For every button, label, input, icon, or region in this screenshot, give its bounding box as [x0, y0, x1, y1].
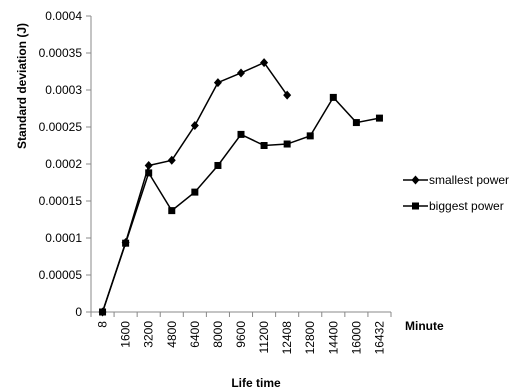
- chart-series: [98, 58, 383, 317]
- y-tick-label: 0.00035: [39, 46, 83, 60]
- y-axis-title: Standard deviation (J): [15, 23, 29, 149]
- x-tick-label: 12408: [280, 321, 294, 355]
- data-point: [329, 93, 337, 101]
- legend-label: biggest power: [429, 199, 504, 213]
- data-point: [306, 132, 314, 140]
- y-tick-label: 0.0001: [45, 231, 82, 245]
- x-axis-unit-label: Minute: [405, 319, 444, 333]
- data-point: [283, 90, 292, 100]
- y-tick-labels: 0 0.00005 0.0001 0.00015 0.0002 0.00025 0.0003…: [39, 9, 91, 319]
- y-tick-label: 0.00015: [39, 194, 83, 208]
- x-tick-label: 14400: [326, 321, 340, 355]
- data-point: [375, 114, 383, 122]
- series-smallest-power: [98, 58, 292, 317]
- x-tick-label: 1600: [119, 321, 133, 348]
- x-tick-label: 3200: [142, 321, 156, 348]
- data-point: [214, 161, 222, 169]
- data-point: [98, 307, 107, 317]
- data-point: [411, 175, 420, 185]
- x-tick-label: 4800: [165, 321, 179, 348]
- data-point: [352, 119, 360, 127]
- y-tick-label: 0.0003: [45, 83, 82, 97]
- data-point: [121, 237, 130, 247]
- series-line: [101, 96, 380, 313]
- data-point: [190, 121, 199, 131]
- data-point: [144, 160, 153, 170]
- x-tick-label: 16000: [349, 321, 363, 355]
- series-line: [101, 61, 288, 313]
- y-tick-label: 0.0004: [45, 9, 82, 23]
- x-axis-title: Life time: [231, 376, 281, 390]
- x-tick-label: 8000: [211, 321, 225, 348]
- y-tick-label: 0: [75, 305, 82, 319]
- data-point: [237, 130, 245, 138]
- legend-item: smallest power: [403, 173, 509, 187]
- legend-label: smallest power: [429, 173, 509, 187]
- y-tick-label: 0.0002: [45, 157, 82, 171]
- data-point: [237, 68, 245, 78]
- y-tick-label: 0.00005: [39, 268, 83, 282]
- x-tick-label: 8: [96, 321, 110, 328]
- data-point: [145, 169, 153, 177]
- data-point: [412, 202, 419, 210]
- chart-axes: [90, 16, 391, 313]
- x-tick-label: 11200: [257, 321, 271, 354]
- data-point: [283, 140, 291, 148]
- x-tick-label: 16432: [372, 321, 386, 355]
- chart-legend: smallest power biggest power: [403, 173, 509, 213]
- x-tick-label: 12800: [303, 321, 317, 355]
- data-point: [167, 155, 176, 165]
- x-tick-label: 9600: [234, 321, 248, 348]
- data-point: [168, 207, 176, 215]
- x-tick-label: 6400: [188, 321, 202, 348]
- data-point: [213, 78, 222, 88]
- x-tick-labels: 8 1600 3200 4800 6400 8000 9600 11200 12408 12800…: [90, 312, 392, 355]
- data-point: [260, 58, 269, 68]
- data-point: [260, 142, 268, 149]
- legend-item: biggest power: [403, 199, 504, 213]
- y-tick-label: 0.00025: [39, 120, 83, 134]
- series-biggest-power: [99, 93, 383, 316]
- data-point: [191, 188, 199, 196]
